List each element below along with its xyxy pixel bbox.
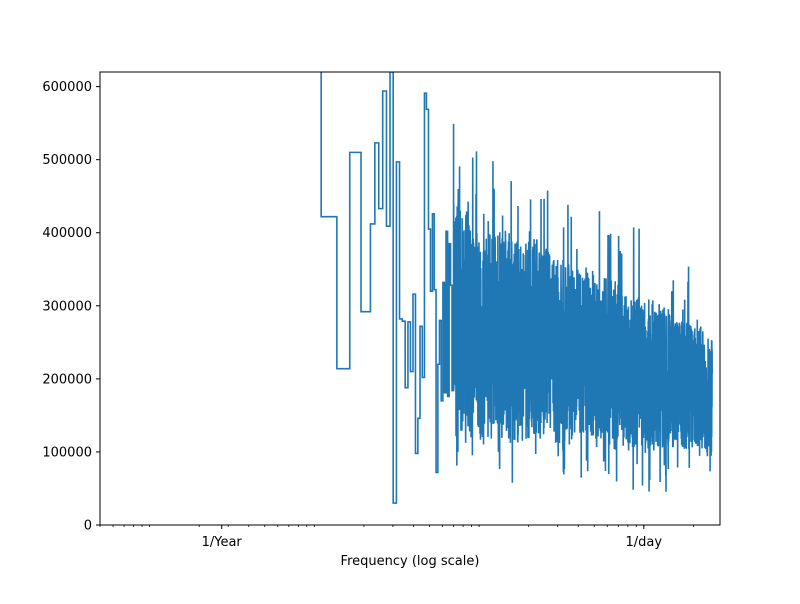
y-axis: 0 100000 200000 300000 400000 500000 600000	[42, 80, 100, 534]
x-tick-label-0: 1/Year	[202, 535, 243, 550]
series-line-spectrum	[320, 72, 713, 504]
y-tick-label-3: 300000	[42, 299, 92, 314]
y-tick-label-0: 0	[84, 519, 92, 534]
x-axis: 1/Year 1/day	[99, 525, 694, 550]
y-tick-label-6: 600000	[42, 80, 92, 95]
x-axis-title: Frequency (log scale)	[341, 554, 480, 569]
y-tick-label-4: 400000	[42, 226, 92, 241]
y-tick-label-5: 500000	[42, 153, 92, 168]
y-tick-label-2: 200000	[42, 372, 92, 387]
y-tick-label-1: 100000	[42, 445, 92, 460]
plot-frame	[99, 71, 721, 526]
x-tick-label-1: 1/day	[626, 535, 663, 550]
series-layer	[320, 72, 713, 504]
